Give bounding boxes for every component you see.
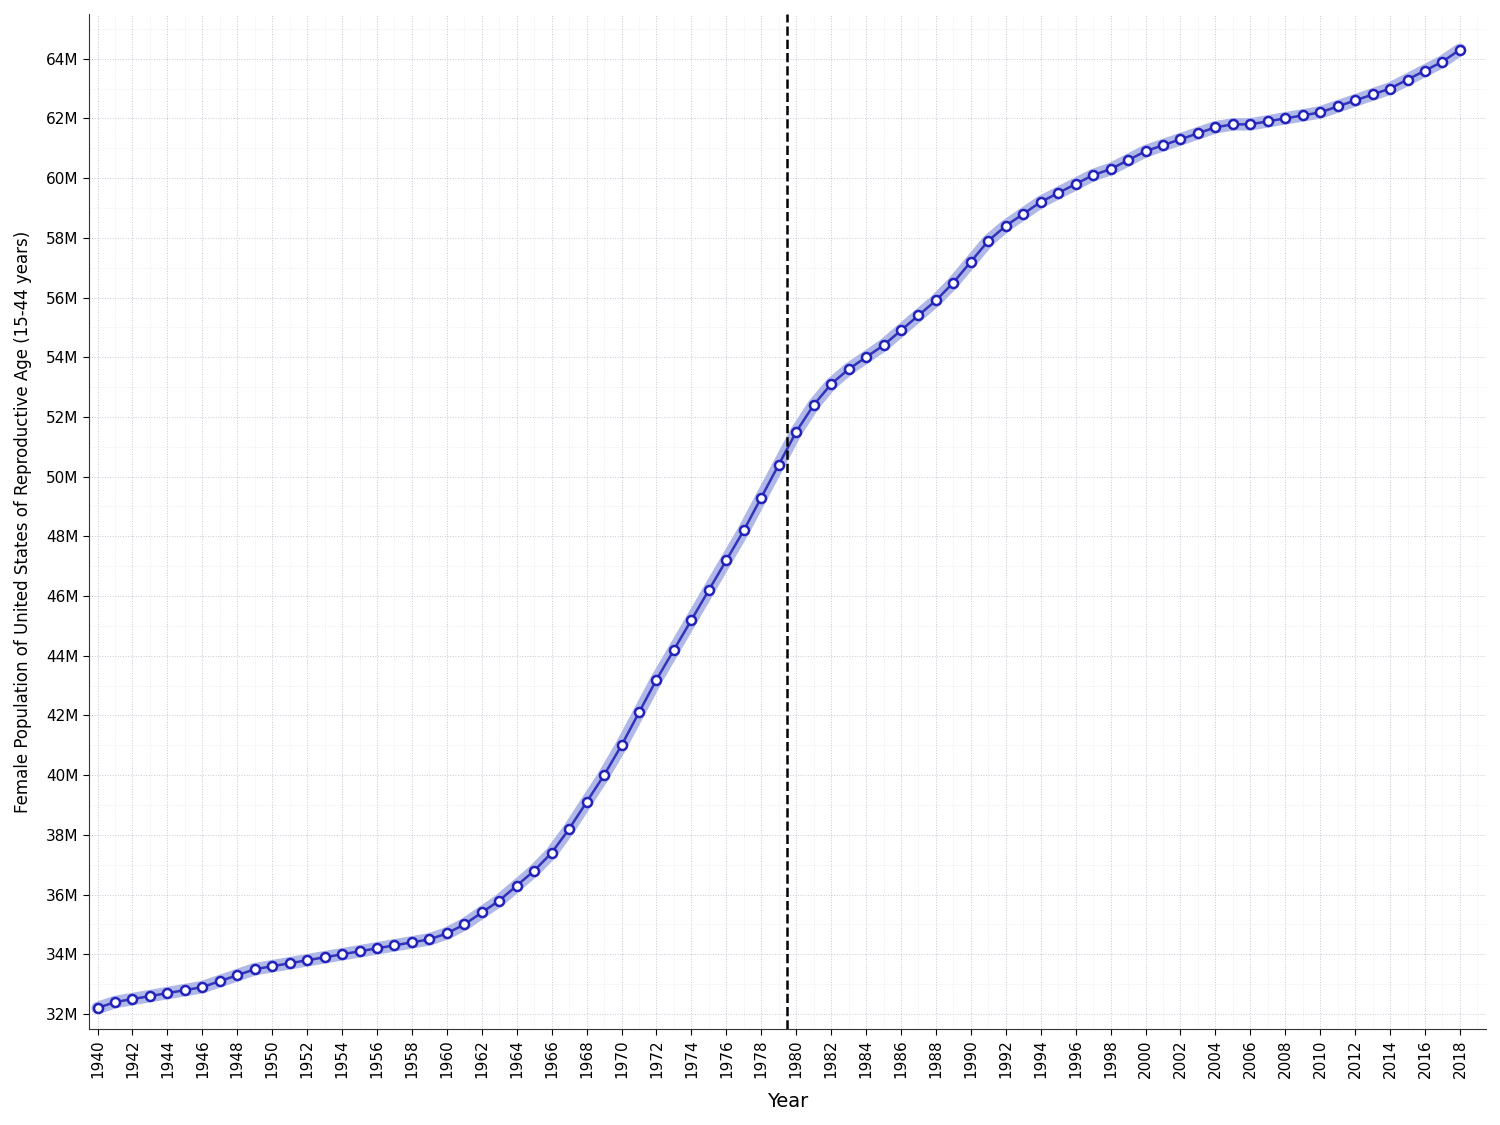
Y-axis label: Female Population of United States of Reproductive Age (15-44 years): Female Population of United States of Re… xyxy=(13,231,32,812)
X-axis label: Year: Year xyxy=(766,1092,808,1112)
